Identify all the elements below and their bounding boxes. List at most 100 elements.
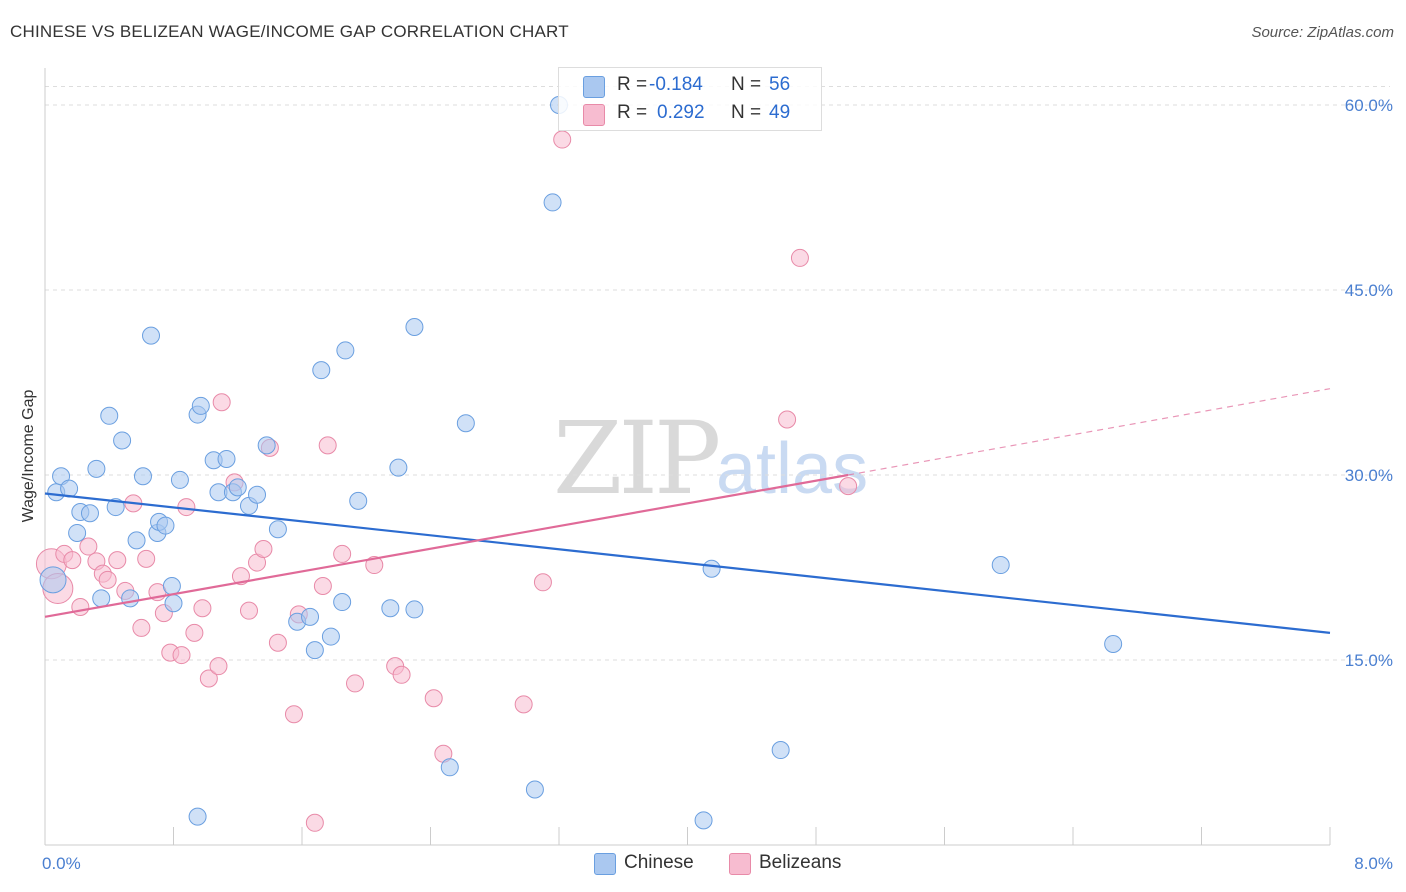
chinese-point xyxy=(106,498,125,517)
belizean-point xyxy=(284,705,303,724)
correlation-legend: R = -0.184 N = 56 R = 0.292 N = 49 xyxy=(558,67,822,131)
legend-n-label: N = xyxy=(731,102,762,123)
belizean-point xyxy=(778,410,797,429)
belizean-point xyxy=(254,540,273,558)
belizean-point xyxy=(305,813,324,832)
x-tick-label: 8.0% xyxy=(1354,854,1393,873)
legend-r-value: -0.184 xyxy=(649,74,703,95)
chinese-point xyxy=(702,559,721,578)
belizean-point xyxy=(79,537,98,556)
belizean-point xyxy=(268,633,287,652)
chinese-point xyxy=(217,449,236,468)
chinese-point xyxy=(336,341,355,360)
legend-n-value: 49 xyxy=(769,102,791,123)
chinese-point xyxy=(248,485,267,504)
belizean-point xyxy=(424,689,443,708)
chart-title: CHINESE VS BELIZEAN WAGE/INCOME GAP CORR… xyxy=(10,22,569,41)
chinese-point xyxy=(92,589,111,608)
trend-lines xyxy=(44,388,1331,634)
chinese-point xyxy=(440,758,459,777)
chinese-point xyxy=(405,600,424,619)
belizean-point xyxy=(790,248,809,267)
belizean-point xyxy=(108,551,127,570)
belizean-point xyxy=(239,601,258,620)
belizean-point xyxy=(365,556,384,575)
chinese-point xyxy=(1104,634,1123,653)
y-axis-label: Wage/Income Gap xyxy=(20,390,37,523)
watermark-atlas: atlas xyxy=(716,429,869,509)
bottom-legend-label: Chinese xyxy=(624,852,694,873)
chinese-point xyxy=(321,627,340,646)
chinese-point xyxy=(349,491,368,510)
chinese-point xyxy=(456,414,475,433)
chart-source: Source: ZipAtlas.com xyxy=(1251,24,1394,41)
belizean-point xyxy=(137,549,156,568)
belizean-point xyxy=(392,665,411,684)
chinese-point xyxy=(80,504,99,523)
chinese-point xyxy=(121,589,140,608)
legend-n-label: N = xyxy=(731,74,762,95)
legend-r-value: 0.292 xyxy=(657,102,705,123)
chinese-point xyxy=(257,436,276,455)
y-tick-label: 45.0% xyxy=(1345,281,1393,300)
chinese-point xyxy=(543,193,562,212)
belizean-point xyxy=(318,436,337,455)
belizean-point xyxy=(199,669,218,688)
tick-labels: 15.0% 30.0% 45.0% 60.0% 0.0% 8.0% Wage/Income … xyxy=(20,96,1393,873)
bottom-swatch-chinese xyxy=(594,853,616,875)
belizean-trend-line xyxy=(44,473,849,618)
chinese-point xyxy=(991,556,1010,575)
chinese-point xyxy=(381,599,400,618)
chinese-point xyxy=(191,396,210,415)
chinese-point xyxy=(164,594,183,613)
chinese-point xyxy=(301,607,320,626)
belizean-point xyxy=(553,130,572,149)
belizean-point xyxy=(346,674,365,693)
belizean-point xyxy=(193,599,212,618)
chinese-point xyxy=(170,470,189,489)
chinese-point xyxy=(162,577,181,595)
belizean-point xyxy=(185,623,204,642)
chinese-point xyxy=(87,459,106,478)
belizean-point xyxy=(132,618,151,637)
bottom-swatch-belizeans xyxy=(729,853,751,875)
chinese-point xyxy=(100,406,119,425)
chinese-point xyxy=(771,741,790,760)
y-tick-label: 15.0% xyxy=(1345,651,1393,670)
belizean-point xyxy=(177,498,196,517)
legend-n-value: 56 xyxy=(769,74,791,95)
chinese-point xyxy=(694,811,713,830)
chinese-point xyxy=(228,478,247,497)
belizean-point xyxy=(514,695,533,714)
chinese-point xyxy=(525,780,544,799)
chinese-point xyxy=(188,807,207,826)
chinese-point xyxy=(113,431,132,450)
x-tick-label: 0.0% xyxy=(42,854,81,873)
chinese-point xyxy=(133,467,152,486)
legend-r-label: R = xyxy=(617,102,648,123)
y-tick-label: 60.0% xyxy=(1345,96,1393,115)
chinese-point xyxy=(127,531,146,550)
chinese-point xyxy=(405,318,424,336)
y-tick-label: 30.0% xyxy=(1345,466,1393,485)
belizean-point xyxy=(839,477,858,496)
chinese-point xyxy=(305,641,324,660)
belizean-point xyxy=(172,646,191,665)
chinese-point xyxy=(268,520,287,539)
legend-r-label: R = xyxy=(617,74,648,95)
chinese-point xyxy=(142,326,161,345)
belizean-point xyxy=(71,597,90,616)
watermark-zip: ZIP xyxy=(553,400,721,517)
belizean-trend-extension xyxy=(848,388,1331,476)
data-points xyxy=(35,96,1123,832)
chinese-point xyxy=(312,361,331,380)
belizean-point xyxy=(212,393,231,412)
belizean-point xyxy=(98,570,117,589)
chinese-point xyxy=(68,523,87,542)
belizean-point xyxy=(209,657,228,676)
legend-swatch-belizeans xyxy=(583,104,605,126)
bottom-legend-label: Belizeans xyxy=(759,852,842,873)
axes xyxy=(44,68,1331,846)
chinese-point xyxy=(333,593,352,612)
